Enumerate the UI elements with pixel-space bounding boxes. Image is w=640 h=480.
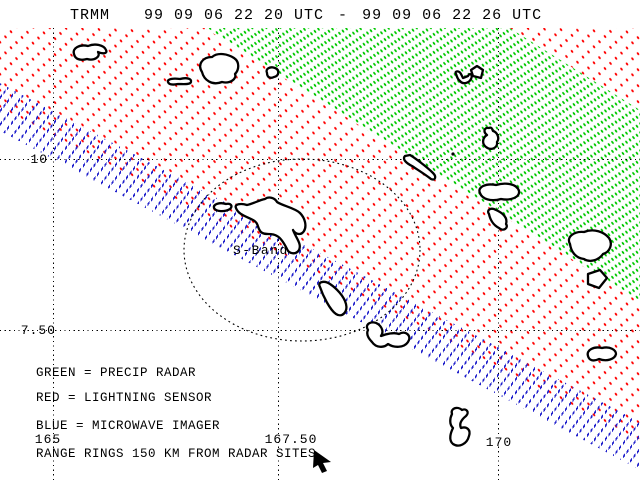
lon-tick-170: 170 xyxy=(485,435,513,450)
island-outline-radar-site xyxy=(234,196,307,255)
gridline-lon-165 xyxy=(53,28,54,480)
island-outline xyxy=(365,321,411,348)
radar-site-label: S-Band xyxy=(233,243,289,258)
gridline-lon-170 xyxy=(498,28,499,480)
range-ring-150km xyxy=(183,158,421,342)
island-outline xyxy=(318,280,348,317)
end-time: 99 09 06 22 26 UTC xyxy=(362,6,543,24)
mouse-cursor xyxy=(313,450,331,473)
island-outline xyxy=(166,77,193,86)
island-outline xyxy=(469,64,485,80)
island-outline xyxy=(567,229,612,262)
legend-range-rings-note: RANGE RINGS 150 KM FROM RADAR SITES xyxy=(36,447,317,461)
island-outline xyxy=(481,126,500,150)
gridline-lon-167-50 xyxy=(278,28,279,480)
island-outline xyxy=(199,52,240,85)
mission-name: TRMM xyxy=(70,6,111,24)
island-outline xyxy=(265,66,280,79)
lon-tick-167-50: 167.50 xyxy=(264,432,318,447)
island-outline xyxy=(586,268,609,290)
legend-microwave-imager: BLUE = MICROWAVE IMAGER xyxy=(36,419,221,433)
map-overlay: S-Band xyxy=(72,43,618,473)
islet-dot xyxy=(451,152,455,156)
map-area: S-Band 10 7.50 165 167.5 xyxy=(0,28,640,480)
island-outline xyxy=(449,406,471,447)
island-outline xyxy=(402,153,437,181)
lon-tick-165: 165 xyxy=(34,432,62,447)
lat-tick-10: 10 xyxy=(30,152,48,167)
island-outline xyxy=(72,43,108,61)
island-outline xyxy=(212,202,233,213)
island-outline xyxy=(478,182,521,202)
island-outline xyxy=(586,346,618,362)
start-time: 99 09 06 22 20 UTC xyxy=(144,6,325,24)
legend-lightning-sensor: RED = LIGHTNING SENSOR xyxy=(36,391,213,405)
title-separator: - xyxy=(338,6,349,24)
island-outline xyxy=(454,70,473,85)
legend-precip-radar: GREEN = PRECIP RADAR xyxy=(36,366,197,380)
plot-title: TRMM 99 09 06 22 20 UTC -99 09 06 22 26 UT… xyxy=(70,4,542,26)
gridline-lat-10 xyxy=(0,159,640,160)
island-outline xyxy=(486,207,508,231)
lat-tick-7-50: 7.50 xyxy=(20,323,56,338)
gridline-lat-7-50 xyxy=(0,330,640,331)
